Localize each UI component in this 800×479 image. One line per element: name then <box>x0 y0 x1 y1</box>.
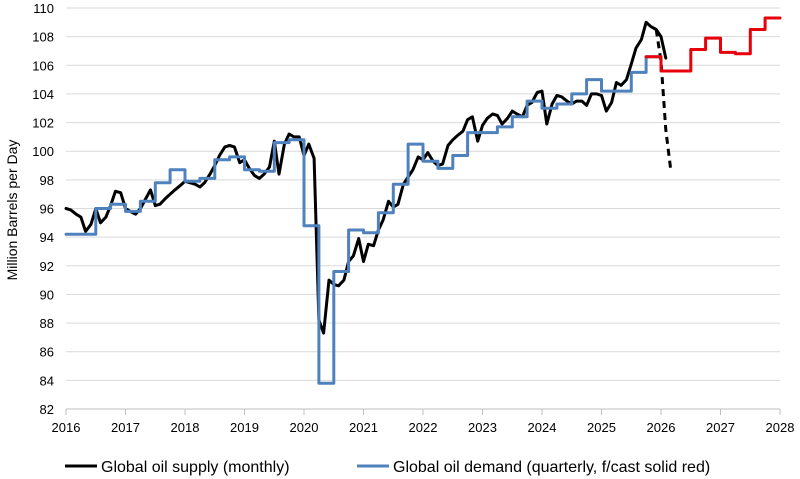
x-tick-label: 2018 <box>171 420 200 435</box>
y-tick-label: 96 <box>40 202 54 217</box>
axes <box>65 408 781 415</box>
x-tick-label: 2024 <box>528 420 557 435</box>
y-tick-label: 92 <box>40 259 54 274</box>
y-tick-label: 102 <box>32 116 54 131</box>
y-tick-label: 104 <box>32 87 54 102</box>
x-tick-label: 2027 <box>706 420 735 435</box>
series <box>64 16 782 385</box>
x-tick-label: 2023 <box>468 420 497 435</box>
x-tick-label: 2016 <box>52 420 81 435</box>
y-axis-title: Million Barrels per Day <box>4 140 20 281</box>
y-tick-label: 94 <box>40 230 54 245</box>
y-tick-label: 86 <box>40 345 54 360</box>
x-tick-label: 2026 <box>647 420 676 435</box>
gridlines <box>66 7 780 381</box>
tick-labels: 82 84 86 88 90 92 94 96 98 100 102 104 106 108 110 2016… <box>32 1 794 435</box>
x-tick-label: 2022 <box>409 420 438 435</box>
x-tick-label: 2020 <box>290 420 319 435</box>
series-line-quarterly <box>64 55 663 385</box>
y-tick-label: 82 <box>40 402 54 417</box>
legend-demand-label: Global oil demand (quarterly, f/cast sol… <box>393 459 710 476</box>
x-tick-label: 2017 <box>111 420 140 435</box>
series-line-monthly <box>64 20 668 335</box>
series-line-quarterly-forecast <box>644 16 782 73</box>
x-tick-label: 2019 <box>230 420 259 435</box>
legend-supply-label: Global oil supply (monthly) <box>101 459 290 476</box>
y-tick-label: 108 <box>32 30 54 45</box>
y-tick-label: 84 <box>40 373 54 388</box>
y-tick-label: 88 <box>40 316 54 331</box>
y-tick-label: 110 <box>33 1 54 16</box>
x-tick-label: 2021 <box>349 420 378 435</box>
x-tick-label: 2028 <box>766 420 795 435</box>
series-line-monthly-dashed <box>654 29 673 173</box>
legend: Global oil supply (monthly) Global oil d… <box>65 459 710 476</box>
x-tick-label: 2025 <box>587 420 616 435</box>
y-tick-label: 98 <box>40 173 54 188</box>
y-tick-label: 106 <box>32 58 54 73</box>
y-tick-label: 90 <box>40 287 54 302</box>
y-tick-label: 100 <box>32 144 54 159</box>
